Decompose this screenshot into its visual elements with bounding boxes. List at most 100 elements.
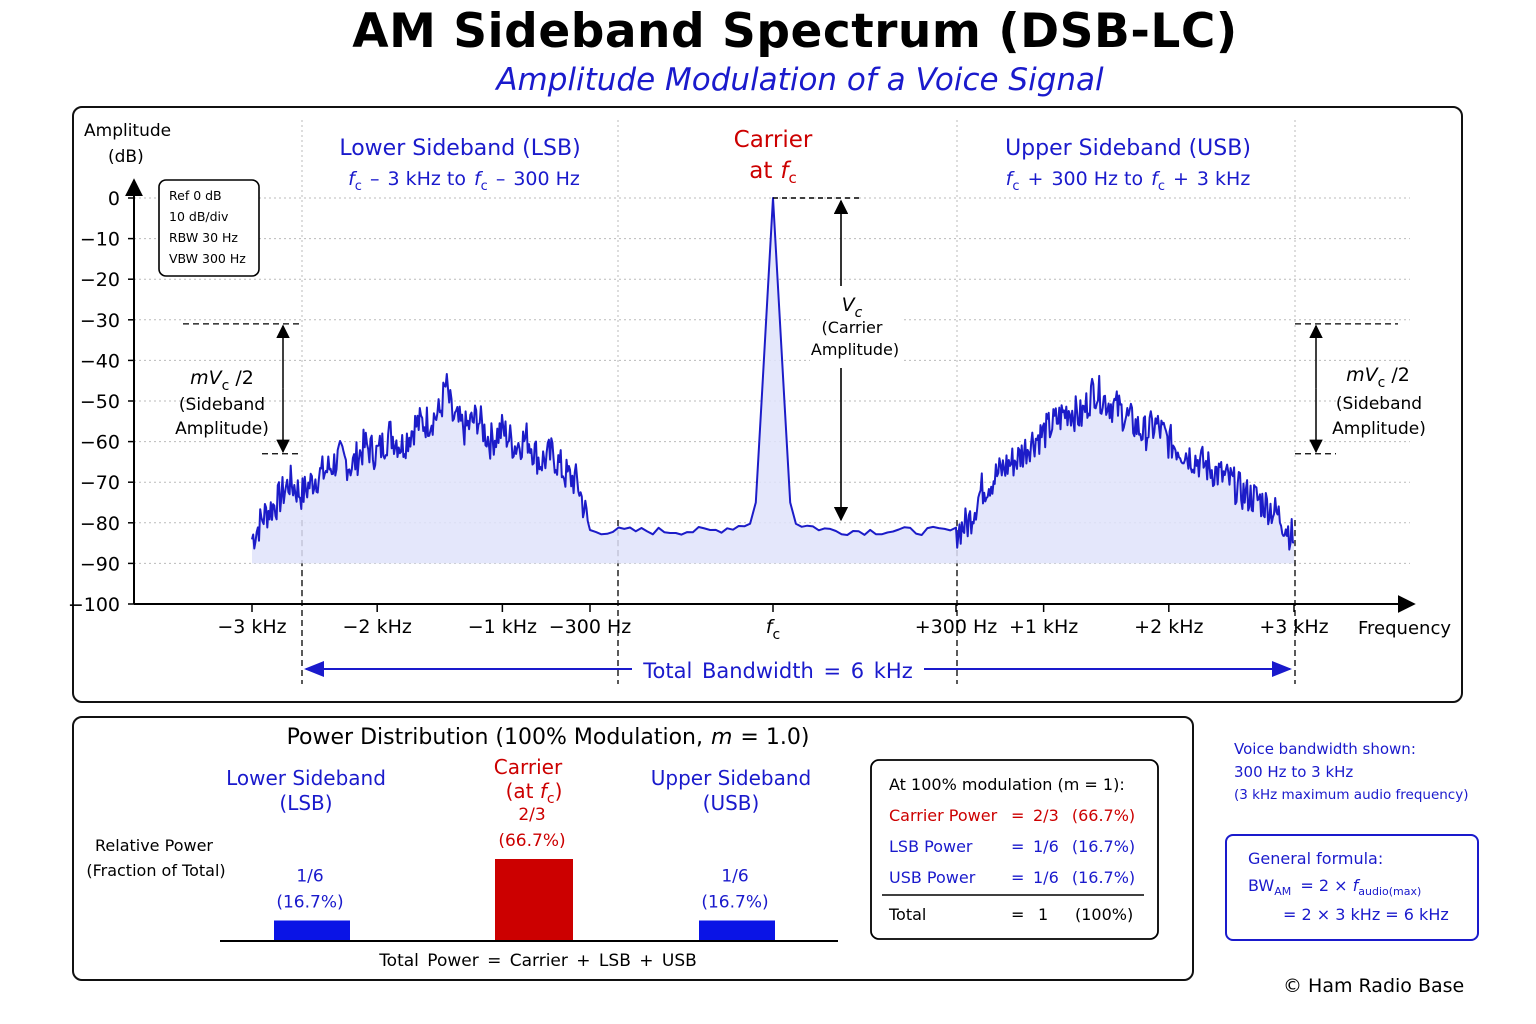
formula-line2: = 2 × 3 kHz = 6 kHz: [1283, 905, 1449, 924]
carrier-percent-label: (66.7%): [498, 831, 565, 851]
lsb-title: Lower Sideband (LSB): [339, 136, 580, 161]
copyright-text: © Ham Radio Base: [1283, 975, 1465, 997]
power-row-eq: =: [1011, 868, 1024, 887]
axes: [125, 178, 1416, 613]
y-axis-label-line2: (dB): [108, 147, 144, 167]
y-tick-label: −60: [80, 432, 120, 454]
y-tick-label: 0: [108, 188, 120, 210]
carrier-power-bar: [495, 859, 573, 941]
x-tick-label: +300 Hz: [915, 616, 998, 638]
carrier-category-line1: Carrier: [494, 755, 563, 779]
carrier-title: Carrier: [734, 127, 813, 153]
x-axis-label: Frequency: [1358, 618, 1451, 639]
lsb-fraction-label: 1/6: [296, 866, 323, 886]
power-row-name: LSB Power: [889, 837, 973, 856]
formula-lhs-sub: AM: [1274, 885, 1292, 899]
voice-bandwidth-note: Voice bandwidth shown: 300 Hz to 3 kHz (…: [1234, 738, 1468, 807]
voice-note-line1: Voice bandwidth shown:: [1234, 740, 1416, 758]
page-subtitle: Amplitude Modulation of a Voice Signal: [496, 62, 1104, 98]
x-tick-label: +3 kHz: [1259, 616, 1328, 638]
power-xlabel: Total Power = Carrier + LSB + USB: [378, 951, 697, 971]
spectrum-fill: [252, 198, 1294, 564]
bandwidth-label: Total Bandwidth = 6 kHz: [642, 659, 912, 683]
formula-rhs: = 2 ×: [1300, 876, 1348, 895]
x-tick-label: +1 kHz: [1009, 616, 1078, 638]
lsb-amp-symbol: mVc /2: [190, 367, 254, 394]
formula-line1: BWAM = 2 × faudio(max): [1248, 876, 1421, 898]
lsb-amp-line2: Amplitude): [175, 419, 269, 439]
page-title: AM Sideband Spectrum (DSB-LC): [352, 4, 1238, 59]
y-tick-label: −50: [80, 391, 120, 413]
setting-vbw: VBW 300 Hz: [169, 251, 246, 266]
lsb-amp-line1: (Sideband: [179, 395, 265, 415]
y-tick-label: −100: [68, 594, 120, 616]
power-table-total-name: Total: [888, 905, 926, 924]
usb-range: fc +300 Hz to fc +3 kHz: [1006, 168, 1251, 194]
x-tick-label: fc: [766, 616, 780, 643]
power-table-total-value: 1: [1038, 905, 1048, 924]
y-tick-label: −30: [80, 310, 120, 332]
x-tick-label: −1 kHz: [468, 616, 537, 638]
power-row-value: 1/6 (16.7%): [1033, 837, 1135, 856]
y-axis-label-line1: Amplitude: [84, 121, 171, 141]
general-formula-box: General formula: BWAM = 2 × faudio(max) …: [1225, 834, 1479, 941]
power-row-eq: =: [1011, 837, 1024, 856]
power-row-name: USB Power: [889, 868, 976, 887]
vc-line2: Amplitude): [811, 340, 899, 359]
y-tick-label: −70: [80, 472, 120, 494]
y-tick-labels: 0 −10 −20 −30 −40 −50 −60 −70 −80 −90 −100: [68, 188, 134, 616]
formula-f: f: [1352, 876, 1359, 895]
usb-amp-symbol: mVc /2: [1346, 364, 1410, 391]
usb-power-bar: [699, 920, 775, 941]
lsb-power-bar: [274, 920, 350, 941]
power-ylabel-line1: Relative Power: [95, 836, 213, 855]
power-table-total-eq: =: [1011, 905, 1024, 924]
x-tick-label: +2 kHz: [1134, 616, 1203, 638]
usb-amp-line2: Amplitude): [1332, 419, 1426, 439]
y-tick-label: −10: [80, 229, 120, 251]
voice-note-line3: (3 kHz maximum audio frequency): [1234, 787, 1469, 803]
x-tick-label: −3 kHz: [217, 616, 286, 638]
power-row-eq: =: [1011, 806, 1024, 825]
formula-heading: General formula:: [1248, 849, 1384, 868]
analyzer-settings-box: [158, 179, 260, 277]
usb-category-line1: Upper Sideband: [651, 766, 812, 790]
voice-note-line2: 300 Hz to 3 kHz: [1234, 763, 1354, 781]
formula-f-sub: audio(max): [1358, 885, 1422, 899]
lsb-category-line1: Lower Sideband: [226, 766, 386, 790]
power-row-value: 1/6 (16.7%): [1033, 868, 1135, 887]
power-row-value: 2/3 (66.7%): [1033, 806, 1135, 825]
power-title: Power Distribution (100% Modulation, m = 1…: [287, 725, 810, 750]
setting-scale: 10 dB/div: [169, 209, 229, 224]
usb-amp-line1: (Sideband: [1336, 394, 1422, 414]
lsb-category-line2: (LSB): [279, 791, 332, 815]
vc-label-bg: [810, 286, 902, 366]
usb-percent-label: (16.7%): [701, 892, 768, 912]
x-tick-labels: −3 kHz −2 kHz −1 kHz −300 Hz fc +300 Hz +1 kHz…: [217, 604, 1329, 643]
power-table-total-pct: (100%): [1075, 905, 1133, 924]
usb-category-line2: (USB): [703, 791, 760, 815]
y-tick-label: −80: [80, 513, 120, 535]
carrier-fraction-label: 2/3: [518, 805, 545, 825]
carrier-at-fc: at fc: [749, 158, 796, 187]
power-bars: 1/6 (16.7%) Lower Sideband(LSB) 2/3 (66.7%) C…: [226, 755, 811, 941]
vc-symbol: Vc: [842, 294, 863, 321]
power-table-heading: At 100% modulation (m = 1):: [889, 775, 1125, 794]
lsb-range: fc –3 kHz to fc –300 Hz: [348, 168, 580, 194]
setting-ref: Ref 0 dB: [169, 188, 222, 203]
grid-lines: [134, 120, 1410, 684]
x-tick-label: −2 kHz: [343, 616, 412, 638]
y-tick-label: −20: [80, 269, 120, 291]
vc-line1: (Carrier: [822, 318, 883, 337]
y-tick-label: −40: [80, 350, 120, 372]
usb-title: Upper Sideband (USB): [1005, 136, 1251, 161]
power-ylabel-line2: (Fraction of Total): [86, 861, 225, 880]
power-row-name: Carrier Power: [889, 806, 998, 825]
spectrum-annotations: [183, 197, 1398, 522]
setting-rbw: RBW 30 Hz: [169, 230, 238, 245]
x-tick-label: −300 Hz: [549, 616, 632, 638]
usb-fraction-label: 1/6: [721, 866, 748, 886]
lsb-percent-label: (16.7%): [276, 892, 343, 912]
